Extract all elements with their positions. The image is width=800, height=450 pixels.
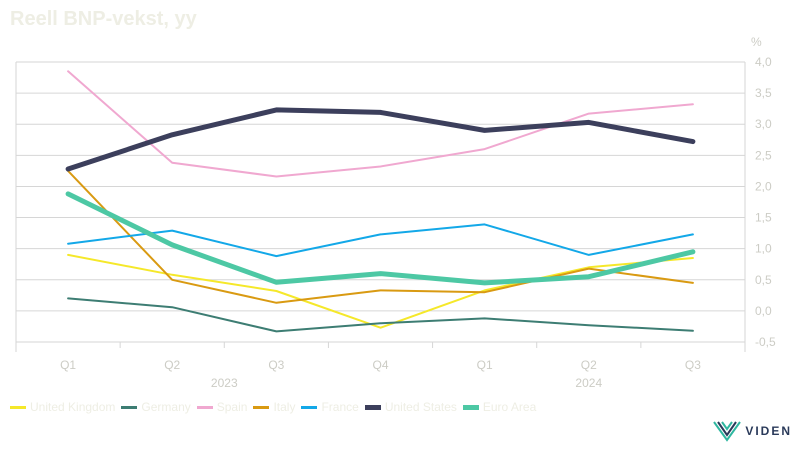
y-tick-label: -0,5 [755, 335, 776, 349]
x-year-label: 2024 [575, 376, 602, 390]
series-line-euro-area [65, 191, 696, 286]
legend-label: United States [384, 400, 457, 414]
y-axis-unit: % [751, 35, 762, 49]
series-line-italy [67, 169, 694, 304]
legend-item-spain: Spain [196, 400, 248, 414]
line-chart: 4,0 3,5 3,0 2,5 2,0 1,5 1,0 0,5 0,0 -0,5% Q1 Q2 Q3 Q4… [15, 35, 776, 390]
legend-label: Italy [273, 400, 296, 414]
y-tick-label: 0,0 [755, 304, 772, 318]
x-tick-label: Q4 [372, 358, 388, 372]
x-tick-label: Q2 [581, 358, 597, 372]
y-tick-label: 3,0 [755, 117, 772, 131]
series-line-united-kingdom [67, 253, 694, 329]
legend-label: Germany [141, 400, 191, 414]
x-tick-label: Q1 [60, 358, 76, 372]
viden-logo-text: VIDEN [745, 424, 792, 438]
series-line-spain [67, 70, 694, 178]
viden-logo: VIDEN [713, 420, 792, 442]
legend-item-germany: Germany [121, 400, 191, 414]
series-line-united-states [65, 107, 696, 172]
y-tick-label: 0,5 [755, 273, 772, 287]
series-line-germany [67, 297, 694, 333]
legend-item-euro-area: Euro Area [462, 400, 537, 414]
legend-label: Euro Area [482, 400, 537, 414]
legend-swatch [462, 404, 479, 410]
y-tick-label: 1,0 [755, 242, 772, 256]
y-tick-label: 3,5 [755, 86, 772, 100]
viden-logo-icon [713, 421, 742, 442]
legend-swatch [10, 405, 26, 409]
legend-label: France [321, 400, 359, 414]
legend-label: United Kingdom [30, 400, 116, 414]
chart-legend: United Kingdom Germany Spain Italy France Uni… [10, 400, 542, 414]
y-tick-label: 2,0 [755, 179, 772, 193]
x-tick-label: Q2 [164, 358, 180, 372]
y-tick-label: 1,5 [755, 211, 772, 225]
x-year-label: 2023 [211, 376, 238, 390]
legend-swatch [196, 405, 213, 409]
series-line-france [67, 223, 694, 258]
x-tick-label: Q3 [685, 358, 701, 372]
legend-swatch [364, 404, 381, 410]
y-tick-label: 2,5 [755, 148, 772, 162]
x-tick-label: Q3 [268, 358, 284, 372]
legend-item-italy: Italy [253, 400, 295, 414]
y-tick-label: 4,0 [755, 55, 772, 69]
legend-item-france: France [301, 400, 359, 414]
chart-title: Reell BNP-vekst, yy [10, 8, 197, 30]
legend-label: Spain [216, 400, 248, 414]
legend-item-united-kingdom: United Kingdom [10, 400, 115, 414]
x-tick-label: Q1 [477, 358, 493, 372]
legend-swatch [121, 405, 138, 409]
legend-item-united-states: United States [364, 400, 457, 414]
legend-swatch [301, 405, 318, 409]
legend-swatch [253, 405, 270, 409]
